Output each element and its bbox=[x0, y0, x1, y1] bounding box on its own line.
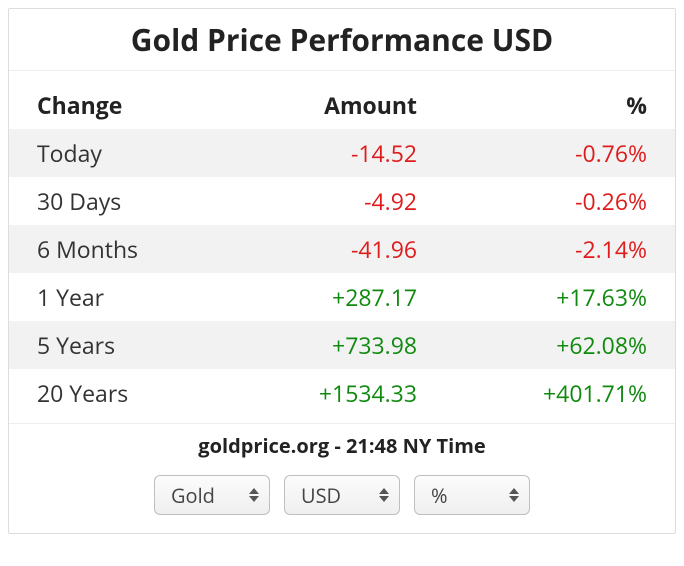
cell-percent: -0.76% bbox=[477, 137, 647, 169]
cell-period: 1 Year bbox=[37, 281, 257, 313]
currency-select[interactable]: USD bbox=[284, 475, 400, 515]
updown-icon bbox=[249, 488, 259, 502]
cell-amount: -41.96 bbox=[257, 233, 477, 265]
footer-timestamp: goldprice.org - 21:48 NY Time bbox=[9, 423, 675, 475]
cell-percent: +401.71% bbox=[477, 377, 647, 409]
unit-select-value: % bbox=[431, 482, 462, 509]
cell-amount: +287.17 bbox=[257, 281, 477, 313]
cell-period: 5 Years bbox=[37, 329, 257, 361]
header-amount: Amount bbox=[257, 89, 477, 121]
cell-percent: -0.26% bbox=[477, 185, 647, 217]
unit-select[interactable]: % bbox=[414, 475, 530, 515]
performance-card: Gold Price Performance USD Change Amount… bbox=[8, 8, 676, 534]
cell-period: Today bbox=[37, 137, 257, 169]
table-row: 30 Days-4.92-0.26% bbox=[9, 177, 675, 225]
table-row: 20 Years+1534.33+401.71% bbox=[9, 369, 675, 417]
cell-percent: -2.14% bbox=[477, 233, 647, 265]
select-bar: Gold USD % bbox=[9, 475, 675, 533]
currency-select-value: USD bbox=[301, 482, 355, 509]
table-header-row: Change Amount % bbox=[9, 81, 675, 129]
cell-period: 6 Months bbox=[37, 233, 257, 265]
cell-percent: +62.08% bbox=[477, 329, 647, 361]
header-change: Change bbox=[37, 89, 257, 121]
table-row: Today-14.52-0.76% bbox=[9, 129, 675, 177]
cell-amount: +1534.33 bbox=[257, 377, 477, 409]
cell-amount: +733.98 bbox=[257, 329, 477, 361]
table-row: 6 Months-41.96-2.14% bbox=[9, 225, 675, 273]
cell-amount: -14.52 bbox=[257, 137, 477, 169]
table-row: 1 Year+287.17+17.63% bbox=[9, 273, 675, 321]
cell-period: 30 Days bbox=[37, 185, 257, 217]
metal-select-value: Gold bbox=[171, 482, 229, 509]
cell-amount: -4.92 bbox=[257, 185, 477, 217]
card-title: Gold Price Performance USD bbox=[9, 9, 675, 71]
cell-period: 20 Years bbox=[37, 377, 257, 409]
metal-select[interactable]: Gold bbox=[154, 475, 270, 515]
table-body: Today-14.52-0.76%30 Days-4.92-0.26%6 Mon… bbox=[9, 129, 675, 417]
header-percent: % bbox=[477, 89, 647, 121]
table-row: 5 Years+733.98+62.08% bbox=[9, 321, 675, 369]
updown-icon bbox=[509, 488, 519, 502]
cell-percent: +17.63% bbox=[477, 281, 647, 313]
updown-icon bbox=[379, 488, 389, 502]
